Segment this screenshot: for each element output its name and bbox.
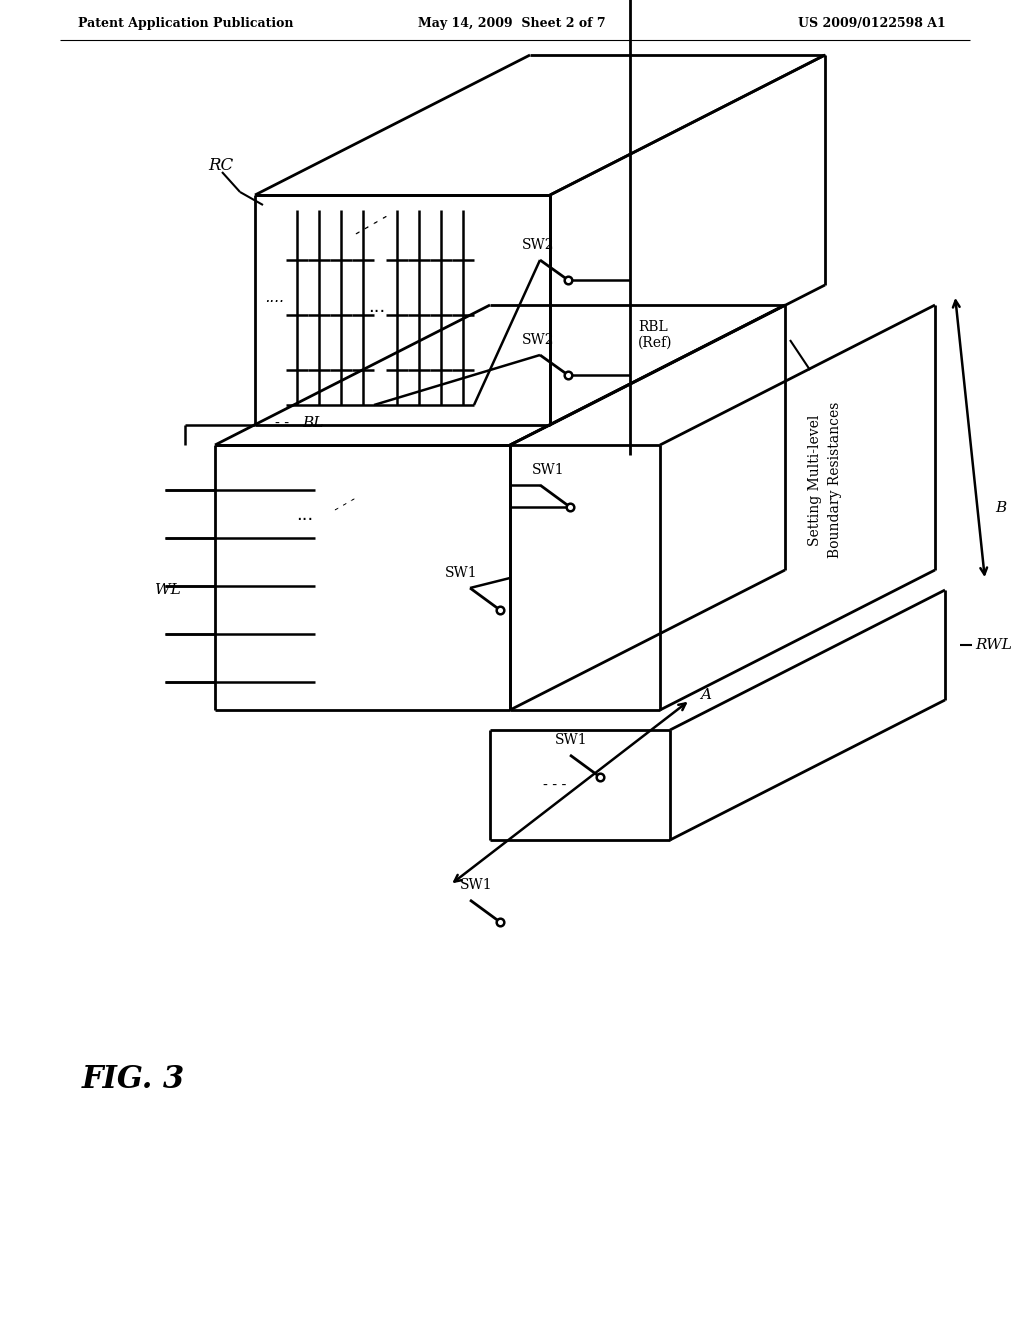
- Text: - - - -: - - - -: [352, 210, 391, 240]
- Text: - - -: - - -: [331, 492, 358, 517]
- Text: RC: RC: [208, 157, 233, 173]
- Text: RBL
(Ref): RBL (Ref): [638, 319, 673, 350]
- Text: Setting Multi-level
Boundary Resistances: Setting Multi-level Boundary Resistances: [808, 401, 842, 558]
- Text: WL: WL: [155, 583, 181, 597]
- Text: SW1: SW1: [555, 733, 588, 747]
- Text: RWL: RWL: [975, 638, 1012, 652]
- Text: - - -: - - -: [544, 777, 566, 792]
- Text: SW1: SW1: [532, 463, 564, 477]
- Text: Patent Application Publication: Patent Application Publication: [78, 16, 294, 29]
- Text: SW2: SW2: [522, 333, 555, 347]
- Text: SW2: SW2: [522, 238, 555, 252]
- Text: ....: ....: [265, 290, 285, 305]
- Text: FIG. 3: FIG. 3: [82, 1064, 185, 1096]
- Text: A: A: [700, 688, 711, 702]
- Text: ...: ...: [369, 298, 386, 317]
- Text: May 14, 2009  Sheet 2 of 7: May 14, 2009 Sheet 2 of 7: [418, 16, 606, 29]
- Text: B: B: [995, 502, 1007, 515]
- Text: SW1: SW1: [445, 566, 477, 579]
- Text: BL: BL: [302, 416, 324, 430]
- Text: US 2009/0122598 A1: US 2009/0122598 A1: [799, 16, 946, 29]
- Text: SW1: SW1: [460, 878, 493, 892]
- Text: ...: ...: [296, 506, 313, 524]
- Text: - -: - -: [274, 416, 289, 430]
